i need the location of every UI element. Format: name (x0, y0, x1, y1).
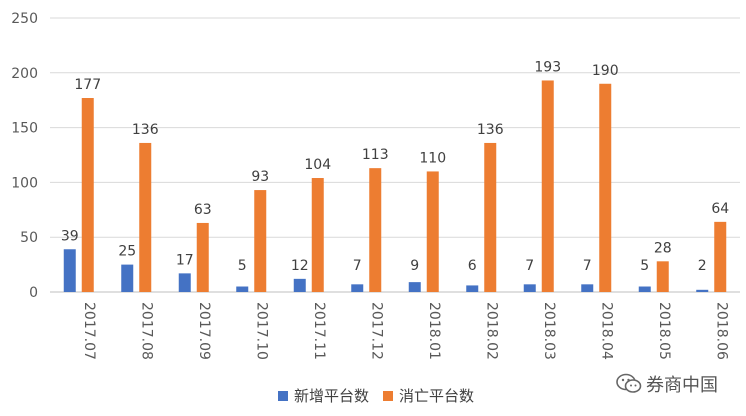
bar-new (581, 284, 594, 292)
data-label-new: 5 (640, 258, 649, 274)
bar-new (63, 249, 76, 292)
data-label-closed: 113 (362, 147, 389, 163)
watermark-text: 券商中国 (646, 375, 718, 396)
data-label-new: 7 (353, 258, 362, 274)
y-tick-label: 150 (11, 121, 38, 137)
data-label-closed: 190 (592, 63, 619, 79)
bar-closed (311, 178, 324, 292)
legend-label-new: 新增平台数 (294, 387, 370, 405)
x-tick-label: 2018.02 (483, 302, 499, 360)
data-label-new: 5 (238, 258, 247, 274)
legend-item-closed: 消亡平台数 (383, 385, 474, 406)
bar-closed (599, 83, 612, 292)
bar-new (408, 282, 421, 292)
legend: 新增平台数 消亡平台数 (278, 385, 488, 406)
legend-item-new: 新增平台数 (278, 385, 369, 406)
data-label-closed: 136 (132, 122, 159, 138)
data-label-closed: 93 (251, 169, 269, 185)
bar-new (466, 285, 479, 292)
y-tick-label: 50 (20, 230, 38, 246)
data-label-closed: 110 (419, 150, 446, 166)
wechat-icon (616, 373, 642, 393)
data-label-new: 7 (525, 258, 534, 274)
x-tick-label: 2018.05 (656, 302, 672, 360)
data-label-new: 6 (468, 258, 477, 274)
bar-new (293, 278, 306, 292)
data-label-new: 7 (583, 258, 592, 274)
bar-new (236, 286, 249, 292)
bar-closed (139, 142, 152, 292)
legend-label-closed: 消亡平台数 (399, 387, 475, 405)
bar-closed (541, 80, 554, 292)
x-tick-label: 2017.09 (196, 302, 212, 360)
x-tick-label: 2017.12 (368, 302, 384, 360)
x-tick-label: 2018.01 (426, 302, 442, 360)
data-label-closed: 177 (74, 77, 101, 93)
x-tick-label: 2018.04 (598, 302, 614, 360)
watermark: 券商中国 (616, 371, 718, 397)
x-tick-label: 2018.06 (713, 302, 729, 360)
data-label-closed: 193 (534, 59, 561, 75)
y-tick-label: 200 (11, 66, 38, 82)
bar-new (178, 273, 191, 292)
x-tick-label: 2017.10 (253, 302, 269, 360)
legend-swatch-closed (383, 390, 394, 401)
bar-closed (656, 261, 669, 292)
data-label-closed: 104 (304, 157, 331, 173)
data-label-new: 2 (698, 258, 707, 274)
y-tick-label: 0 (29, 285, 38, 301)
data-label-closed: 136 (477, 122, 504, 138)
bar-closed (484, 142, 497, 292)
data-label-closed: 63 (194, 202, 212, 218)
bar-closed (196, 222, 209, 292)
data-label-new: 39 (61, 228, 79, 244)
bar-closed (254, 190, 267, 292)
data-label-new: 12 (291, 258, 309, 274)
bar-closed (369, 168, 382, 292)
x-tick-label: 2017.11 (311, 302, 327, 360)
data-label-new: 25 (118, 244, 136, 260)
x-tick-label: 2017.07 (81, 302, 97, 360)
data-label-closed: 28 (654, 240, 672, 256)
y-tick-label: 250 (11, 11, 38, 27)
bar-closed (81, 98, 94, 293)
bar-new (523, 284, 536, 292)
x-tick-label: 2017.08 (138, 302, 154, 360)
y-tick-label: 100 (11, 175, 38, 191)
x-tick-label: 2018.03 (541, 302, 557, 360)
bar-new (638, 286, 651, 292)
data-label-closed: 64 (711, 201, 729, 217)
data-label-new: 17 (176, 252, 194, 268)
bar-new (121, 264, 134, 292)
bar-new (351, 284, 364, 292)
legend-swatch-new (278, 390, 288, 401)
bar-closed (714, 221, 727, 292)
bar-new (696, 289, 709, 292)
bar-closed (426, 171, 439, 292)
data-label-new: 9 (410, 258, 419, 274)
